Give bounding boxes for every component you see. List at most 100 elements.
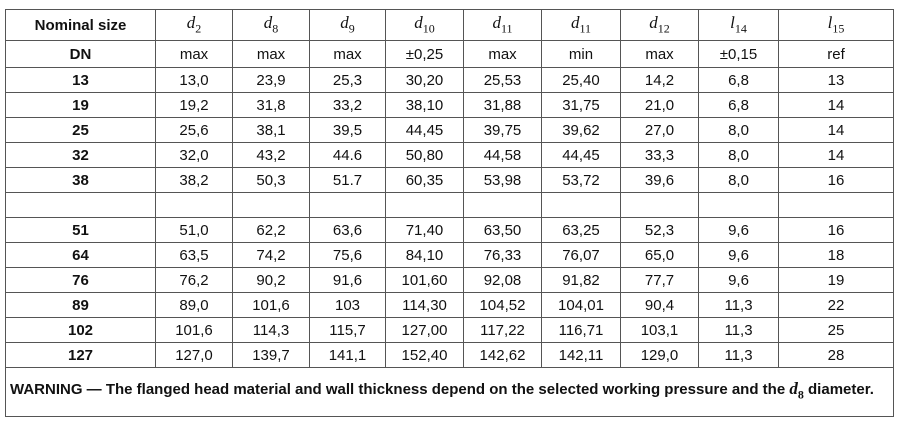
value-cell: 14,2 (620, 67, 699, 93)
value-cell: 30,20 (385, 67, 464, 93)
symbol: d12 (649, 13, 670, 36)
value-cell: 129,0 (620, 342, 699, 368)
header-row: DN max max max ±0,25 max min max ±0,15 ref (5, 40, 894, 68)
value-cell: 114,30 (385, 292, 464, 318)
value-cell: 75,6 (309, 242, 386, 268)
value-cell: 13,0 (155, 67, 233, 93)
value-cell: 90,2 (232, 267, 310, 293)
table-body: Nominal size d2 d8 d9 d10 d11 d11 d12 l14 l15 DN… (5, 9, 894, 417)
nominal-size-cell: 19 (5, 92, 156, 118)
empty-cell (5, 192, 156, 218)
value-cell: 51,0 (155, 217, 233, 243)
data-row: 13 13,0 23,9 25,3 30,20 25,53 25,40 14,2 6,8 13 (5, 67, 894, 93)
value-cell: 11,3 (698, 317, 779, 343)
value-cell: 23,9 (232, 67, 310, 93)
value-cell: 101,60 (385, 267, 464, 293)
warning-text: diameter. (808, 381, 874, 399)
header-cell: ±0,15 (698, 40, 779, 68)
value-cell: 31,88 (463, 92, 542, 118)
nominal-size-cell: 25 (5, 117, 156, 143)
value-cell: 142,62 (463, 342, 542, 368)
value-cell: 16 (778, 217, 894, 243)
value-cell: 74,2 (232, 242, 310, 268)
value-cell: 9,6 (698, 217, 779, 243)
symbol-subscript: 11 (579, 21, 592, 36)
nominal-size-cell: 89 (5, 292, 156, 318)
header-cell: d2 (155, 9, 233, 41)
symbol-subscript: 8 (797, 387, 804, 402)
value-cell: 60,35 (385, 167, 464, 193)
value-cell: 9,6 (698, 242, 779, 268)
value-cell: 90,4 (620, 292, 699, 318)
empty-cell (620, 192, 699, 218)
value-cell: 14 (778, 117, 894, 143)
data-row: 102 101,6 114,3 115,7 127,00 117,22 116,71 103,… (5, 317, 894, 343)
header-cell: ±0,25 (385, 40, 464, 68)
symbol: d11 (570, 13, 592, 36)
symbol-subscript: 8 (272, 21, 279, 36)
value-cell: 25,6 (155, 117, 233, 143)
symbol-subscript: 15 (832, 21, 845, 36)
value-cell: 44,58 (463, 142, 542, 168)
value-cell: 116,71 (541, 317, 621, 343)
value-cell: 104,01 (541, 292, 621, 318)
empty-cell (541, 192, 621, 218)
value-cell: 101,6 (155, 317, 233, 343)
value-cell: 25,3 (309, 67, 386, 93)
value-cell: 44.6 (309, 142, 386, 168)
value-cell: 142,11 (541, 342, 621, 368)
header-cell: max (620, 40, 699, 68)
nominal-size-cell: 102 (5, 317, 156, 343)
value-cell: 52,3 (620, 217, 699, 243)
header-cell: d8 (232, 9, 310, 41)
data-row: 76 76,2 90,2 91,6 101,60 92,08 91,82 77,7 9,6 19 (5, 267, 894, 293)
value-cell: 53,72 (541, 167, 621, 193)
value-cell: 141,1 (309, 342, 386, 368)
empty-cell (155, 192, 233, 218)
value-cell: 38,1 (232, 117, 310, 143)
value-cell: 103,1 (620, 317, 699, 343)
header-cell: Nominal size (5, 9, 156, 41)
value-cell: 44,45 (385, 117, 464, 143)
value-cell: 32,0 (155, 142, 233, 168)
value-cell: 6,8 (698, 92, 779, 118)
warning-text: WARNING — The flanged head material and … (10, 381, 786, 399)
value-cell: 38,2 (155, 167, 233, 193)
value-cell: 25,53 (463, 67, 542, 93)
value-cell: 16 (778, 167, 894, 193)
value-cell: 13 (778, 67, 894, 93)
nominal-size-cell: 76 (5, 267, 156, 293)
warning-cell: WARNING — The flanged head material and … (5, 367, 894, 417)
value-cell: 76,07 (541, 242, 621, 268)
empty-cell (232, 192, 310, 218)
header-cell: max (155, 40, 233, 68)
symbol-subscript: 2 (195, 21, 202, 36)
value-cell: 11,3 (698, 292, 779, 318)
value-cell: 39,75 (463, 117, 542, 143)
symbol-subscript: 14 (734, 21, 747, 36)
symbol: d11 (492, 13, 513, 36)
value-cell: 89,0 (155, 292, 233, 318)
value-cell: 33,3 (620, 142, 699, 168)
value-cell: 152,40 (385, 342, 464, 368)
value-cell: 43,2 (232, 142, 310, 168)
symbol: d2 (186, 13, 202, 36)
header-cell: ref (778, 40, 894, 68)
value-cell: 51.7 (309, 167, 386, 193)
header-cell: d10 (385, 9, 464, 41)
value-cell: 19,2 (155, 92, 233, 118)
value-cell: 139,7 (232, 342, 310, 368)
value-cell: 117,22 (463, 317, 542, 343)
value-cell: 21,0 (620, 92, 699, 118)
value-cell: 27,0 (620, 117, 699, 143)
nominal-size-cell: 51 (5, 217, 156, 243)
value-cell: 50,80 (385, 142, 464, 168)
nominal-size-cell: 13 (5, 67, 156, 93)
symbol-subscript: 11 (500, 21, 513, 36)
value-cell: 92,08 (463, 267, 542, 293)
symbol: d10 (414, 13, 435, 36)
header-cell: DN (5, 40, 156, 68)
header-cell: l14 (698, 9, 779, 41)
header-cell: d11 (463, 9, 542, 41)
symbol-subscript: 10 (422, 21, 435, 36)
